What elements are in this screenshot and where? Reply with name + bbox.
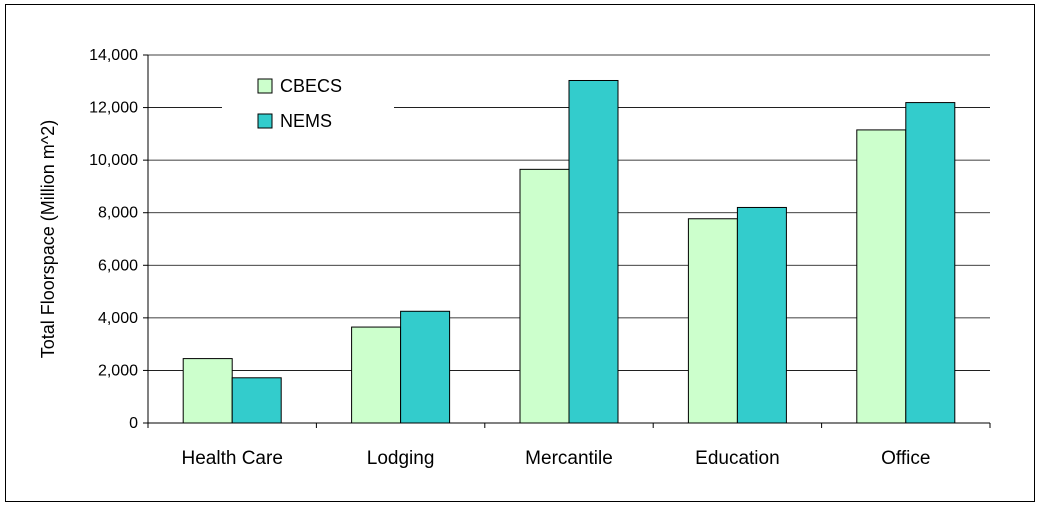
y-tick-label: 2,000 <box>98 362 138 379</box>
legend-swatch-nems <box>257 113 273 129</box>
x-tick-label: Mercantile <box>525 448 613 469</box>
y-tick-label: 4,000 <box>98 310 138 327</box>
bar-cbecs-mercantile <box>519 168 570 424</box>
bar-cbecs-health-care <box>182 358 233 424</box>
bar-nems-education <box>736 206 787 424</box>
bar-cbecs-education <box>687 218 738 424</box>
x-axis-ticks: Health Care Lodging Mercantile Education Off… <box>147 423 991 469</box>
x-tick-label: Lodging <box>367 448 435 469</box>
legend-box <box>222 68 394 148</box>
bar-nems-office <box>905 102 956 424</box>
y-tick-label: 12,000 <box>89 100 138 117</box>
x-tick-label: Office <box>881 448 930 469</box>
y-tick-label: 0 <box>129 415 138 432</box>
x-tick-label: Health Care <box>182 448 283 469</box>
bar-nems-lodging <box>400 310 451 424</box>
y-axis-title: Total Floorspace (Million m^2) <box>38 120 58 359</box>
bar-nems-mercantile <box>568 79 619 424</box>
y-tick-label: 14,000 <box>89 47 138 64</box>
legend-label-cbecs: CBECS <box>280 76 342 96</box>
bar-nems-health-care <box>231 377 282 424</box>
legend: CBECS NEMS <box>222 68 394 148</box>
y-tick-label: 8,000 <box>98 205 138 222</box>
y-tick-label: 10,000 <box>89 152 138 169</box>
y-axis-ticks: 0 2,000 4,000 6,000 8,000 10,000 12,000 14,000 <box>89 47 148 432</box>
legend-label-nems: NEMS <box>280 111 332 131</box>
bar-cbecs-office <box>856 129 907 424</box>
x-tick-label: Education <box>695 448 780 469</box>
bar-cbecs-lodging <box>351 326 402 424</box>
legend-swatch-cbecs <box>257 78 273 94</box>
bars <box>182 79 956 424</box>
y-tick-label: 6,000 <box>98 257 138 274</box>
